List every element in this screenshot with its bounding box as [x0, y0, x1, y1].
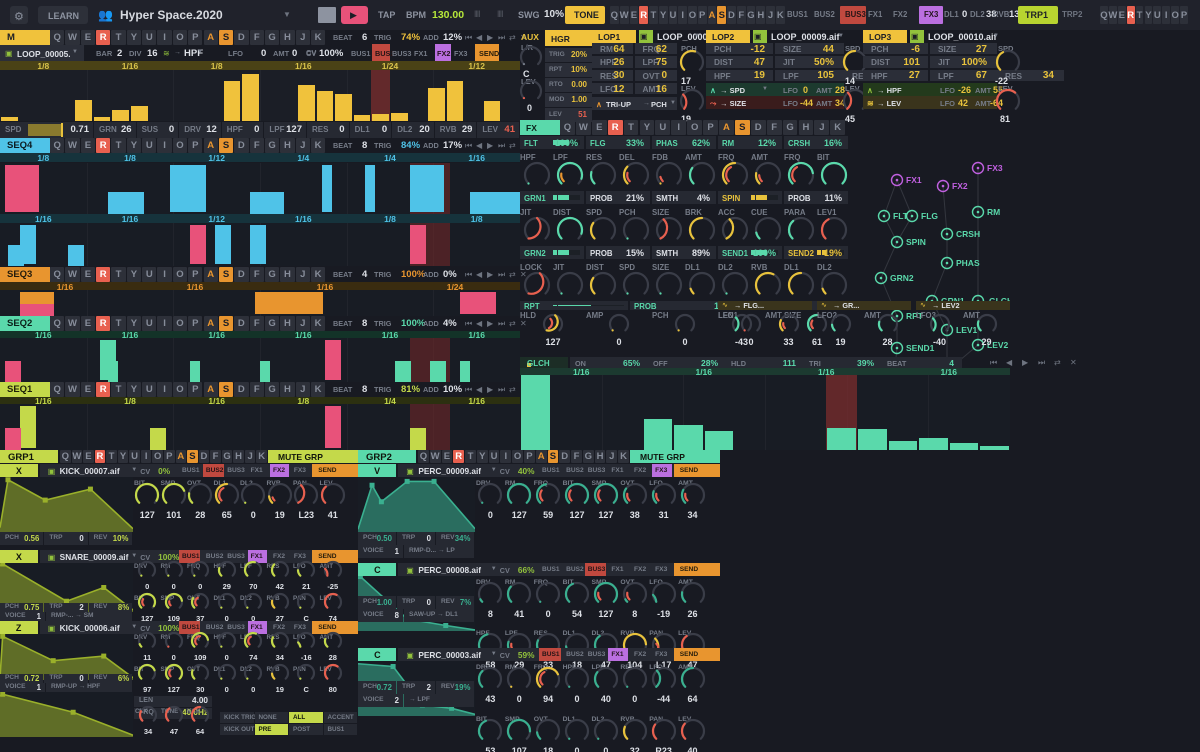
- svg-text:SPIN: SPIN: [906, 237, 926, 247]
- svg-text:FLG: FLG: [921, 211, 938, 221]
- svg-text:FX3: FX3: [987, 163, 1003, 173]
- svg-text:CRSH: CRSH: [956, 229, 980, 239]
- svg-text:FX1: FX1: [906, 175, 922, 185]
- svg-text:GRN2: GRN2: [890, 273, 914, 283]
- svg-text:FX2: FX2: [952, 181, 968, 191]
- svg-text:LEV1: LEV1: [956, 325, 978, 335]
- svg-text:RM: RM: [987, 207, 1000, 217]
- svg-text:PHAS: PHAS: [956, 258, 980, 268]
